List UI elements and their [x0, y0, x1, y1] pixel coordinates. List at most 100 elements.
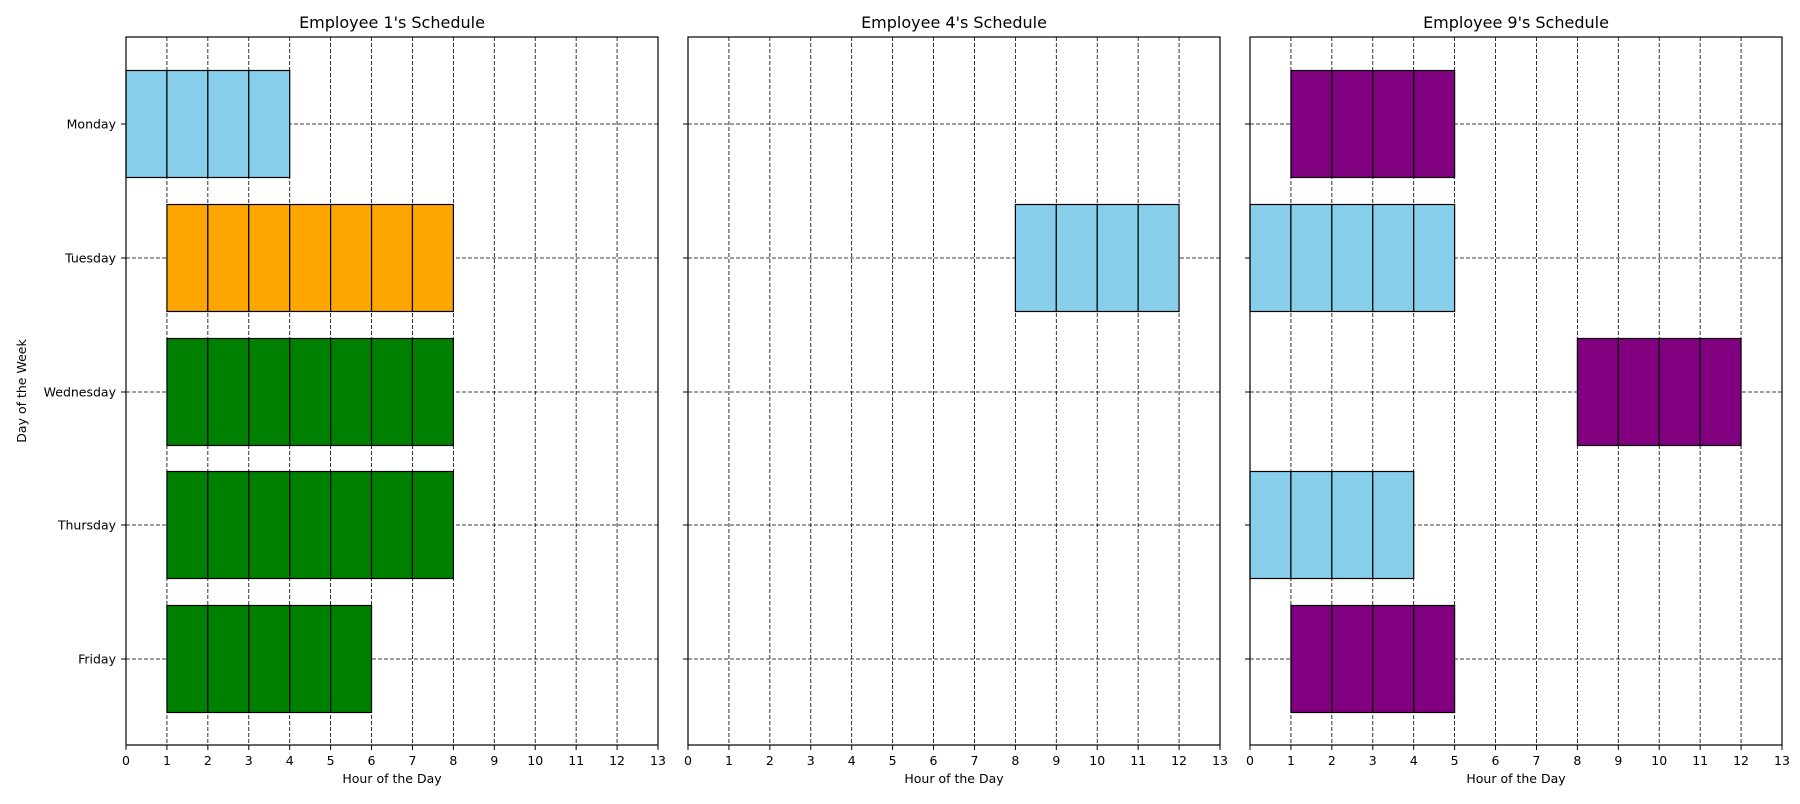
schedule-bar-segment: [411, 337, 454, 447]
x-tick-label: 3: [245, 753, 253, 768]
axes-frame: [687, 36, 1221, 746]
x-tick-label: 11: [1130, 753, 1146, 768]
schedule-bar-segment: [1617, 337, 1660, 447]
schedule-bar-segment: [1290, 203, 1333, 313]
x-tick-label: 9: [1052, 753, 1060, 768]
x-tick-label: 0: [122, 753, 130, 768]
schedule-bar-segment: [370, 337, 414, 447]
x-tick-label: 2: [204, 753, 212, 768]
x-axis-label: Hour of the Day: [342, 771, 442, 786]
schedule-bar-segment: [166, 604, 209, 714]
schedule-bar-segment: [207, 337, 250, 447]
x-tick-label: 3: [1369, 753, 1377, 768]
x-tick-label: 2: [766, 753, 774, 768]
schedule-bar-segment: [248, 203, 291, 313]
schedule-bar-segment: [1290, 470, 1333, 580]
schedule-bar-segment: [330, 470, 373, 580]
schedule-bar-segment: [207, 470, 250, 580]
x-tick-label: 4: [286, 753, 294, 768]
schedule-bar-segment: [330, 604, 373, 714]
schedule-bar-segment: [370, 470, 414, 580]
x-tick-label: 13: [1774, 753, 1790, 768]
x-tick-label: 6: [368, 753, 376, 768]
schedule-bar-segment: [411, 203, 454, 313]
x-axis-label: Hour of the Day: [904, 771, 1004, 786]
schedule-bar-segment: [1014, 203, 1057, 313]
schedule-bar-segment: [1249, 203, 1292, 313]
panel-title: Employee 1's Schedule: [299, 13, 485, 32]
schedule-bar-segment: [166, 470, 209, 580]
x-tick-label: 13: [1212, 753, 1228, 768]
x-tick-label: 12: [1171, 753, 1187, 768]
x-tick-label: 5: [1451, 753, 1459, 768]
x-tick-label: 5: [889, 753, 897, 768]
schedule-bar-segment: [166, 203, 209, 313]
x-tick-label: 7: [1532, 753, 1540, 768]
schedule-bar-segment: [289, 337, 332, 447]
x-tick-label: 1: [1287, 753, 1295, 768]
y-tick-label: Tuesday: [64, 251, 116, 266]
schedule-bar-segment: [1290, 69, 1333, 179]
schedule-bar-segment: [1137, 203, 1180, 313]
x-tick-label: 6: [1492, 753, 1500, 768]
schedule-bar-segment: [1658, 337, 1701, 447]
y-tick-label: Monday: [67, 117, 117, 132]
x-tick-label: 10: [1089, 753, 1105, 768]
schedule-bar-segment: [1055, 203, 1098, 313]
x-tick-label: 13: [650, 753, 666, 768]
x-tick-label: 9: [490, 753, 498, 768]
x-tick-label: 1: [725, 753, 733, 768]
schedule-bar-segment: [248, 337, 291, 447]
x-tick-label: 11: [1692, 753, 1708, 768]
schedule-bar-segment: [1372, 470, 1415, 580]
x-tick-label: 12: [1733, 753, 1749, 768]
schedule-bar-segment: [1290, 604, 1333, 714]
schedule-bar-segment: [248, 470, 291, 580]
x-tick-label: 5: [327, 753, 335, 768]
schedule-bar-segment: [1576, 337, 1619, 447]
panel-title: Employee 4's Schedule: [861, 13, 1047, 32]
schedule-bar-segment: [1249, 470, 1292, 580]
x-tick-label: 3: [807, 753, 815, 768]
x-tick-label: 8: [449, 753, 457, 768]
schedule-bar-segment: [1096, 203, 1139, 313]
x-tick-label: 10: [1651, 753, 1667, 768]
x-tick-label: 12: [609, 753, 625, 768]
x-tick-label: 2: [1328, 753, 1336, 768]
axes-frame: [125, 36, 659, 746]
x-tick-label: 11: [568, 753, 584, 768]
schedule-bar-segment: [289, 203, 332, 313]
schedule-bar-segment: [289, 604, 332, 714]
schedule-bar-segment: [411, 470, 454, 580]
x-tick-label: 8: [1011, 753, 1019, 768]
panel-title: Employee 9's Schedule: [1423, 13, 1609, 32]
y-tick-label: Thursday: [57, 518, 117, 533]
x-tick-label: 7: [408, 753, 416, 768]
schedule-bar-segment: [289, 470, 332, 580]
schedule-bar-segment: [330, 203, 373, 313]
x-tick-label: 0: [684, 753, 692, 768]
schedule-bar-segment: [1331, 470, 1374, 580]
schedule-bar-segment: [207, 604, 250, 714]
x-tick-label: 4: [848, 753, 856, 768]
x-axis-label: Hour of the Day: [1466, 771, 1566, 786]
schedule-bar-segment: [370, 203, 414, 313]
schedule-bar-segment: [248, 604, 291, 714]
schedule-bar-segment: [1372, 604, 1415, 714]
schedule-bar-segment: [1413, 203, 1456, 313]
schedule-bar-segment: [1413, 69, 1456, 179]
schedule-bar-segment: [207, 69, 250, 179]
schedule-bar-segment: [248, 69, 291, 179]
schedule-bar-segment: [1331, 203, 1374, 313]
y-axis-label: Day of the Week: [14, 339, 29, 443]
x-tick-label: 10: [527, 753, 543, 768]
schedule-bar-segment: [1699, 337, 1742, 447]
schedule-bar-segment: [166, 69, 209, 179]
schedule-bar-segment: [1331, 604, 1374, 714]
axes-frame: [1249, 36, 1783, 746]
schedule-bar-segment: [166, 337, 209, 447]
x-tick-label: 6: [930, 753, 938, 768]
schedule-bar-segment: [125, 69, 168, 179]
x-tick-label: 9: [1614, 753, 1622, 768]
